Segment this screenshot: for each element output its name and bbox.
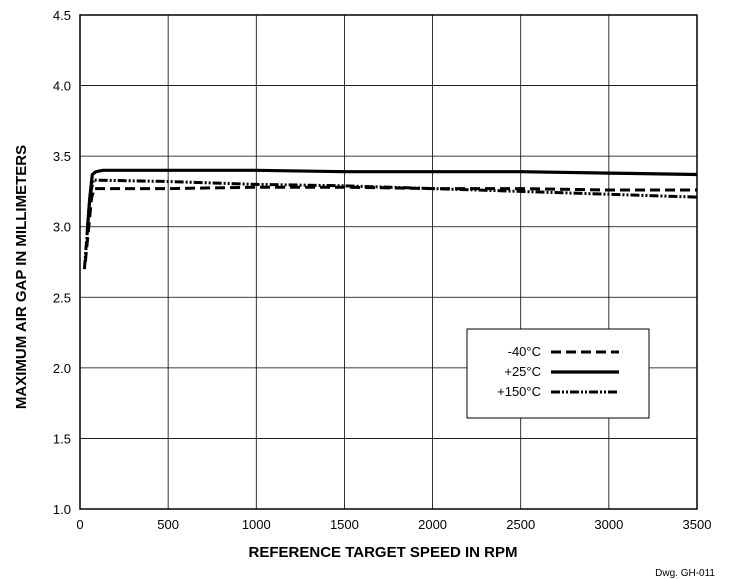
legend-label: +25°C xyxy=(504,364,541,379)
legend: -40°C +25°C +150°C xyxy=(466,328,650,419)
y-tick-labels: 1.0 1.5 2.0 2.5 3.0 3.5 4.0 4.5 xyxy=(53,8,71,517)
y-tick-label: 1.0 xyxy=(53,502,71,517)
y-tick-label: 2.0 xyxy=(53,361,71,376)
y-tick-label: 4.0 xyxy=(53,79,71,94)
series-line-1 xyxy=(85,168,698,234)
x-tick-label: 2500 xyxy=(506,517,535,532)
x-tick-label: 0 xyxy=(76,517,83,532)
y-tick-label: 4.5 xyxy=(53,8,71,23)
y-tick-label: 2.5 xyxy=(53,290,71,305)
x-tick-label: 1500 xyxy=(330,517,359,532)
y-axis-title: MAXIMUM AIR GAP IN MILLIMETERS xyxy=(13,145,30,409)
series-line-2 xyxy=(82,178,698,270)
drawing-number: Dwg. GH-011 xyxy=(655,568,715,579)
plot-frame xyxy=(79,14,698,510)
series-line-0 xyxy=(83,185,697,263)
x-tick-label: 2000 xyxy=(418,517,447,532)
grid-lines xyxy=(80,15,697,509)
y-tick-label: 3.0 xyxy=(53,220,71,235)
x-tick-labels: 0 500 1000 1500 2000 2500 3000 3500 xyxy=(76,517,711,532)
x-tick-label: 3000 xyxy=(594,517,623,532)
x-tick-label: 500 xyxy=(157,517,179,532)
x-axis-title: REFERENCE TARGET SPEED IN RPM xyxy=(249,544,518,561)
y-tick-label: 1.5 xyxy=(53,431,71,446)
x-tick-label: 1000 xyxy=(242,517,271,532)
legend-label: -40°C xyxy=(508,344,541,359)
legend-label: +150°C xyxy=(497,384,541,399)
x-tick-label: 3500 xyxy=(683,517,712,532)
series-lines xyxy=(82,168,698,270)
y-tick-label: 3.5 xyxy=(53,149,71,164)
